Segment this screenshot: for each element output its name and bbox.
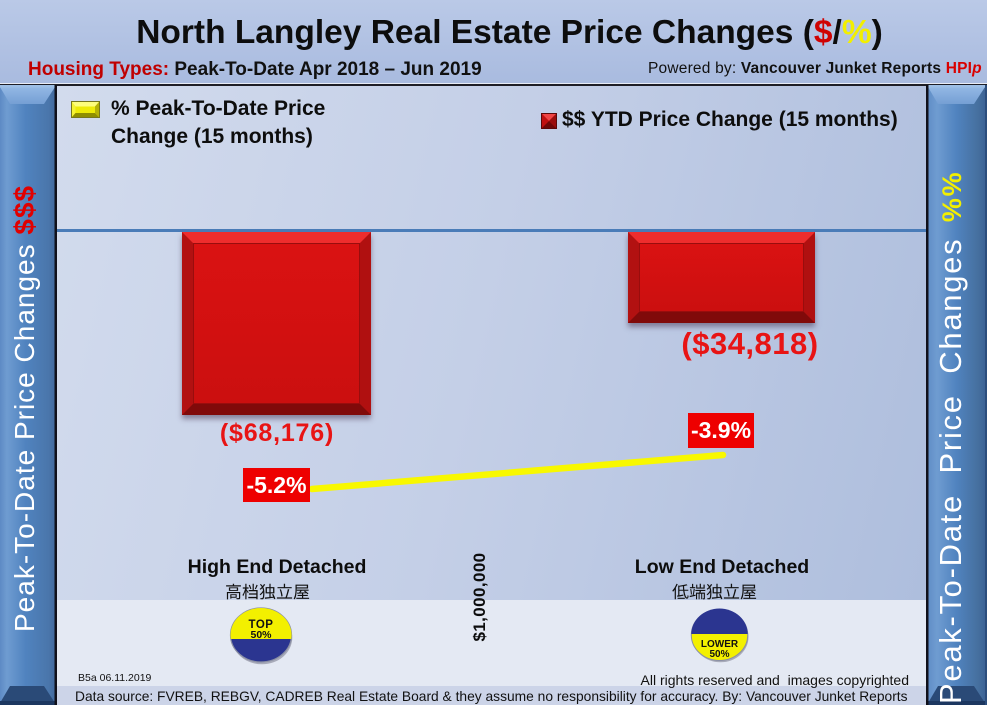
svg-text:TOP: TOP (249, 619, 274, 631)
svg-text:50%: 50% (250, 629, 272, 641)
svg-text:50%: 50% (709, 649, 729, 660)
svg-text:LOWER: LOWER (701, 639, 739, 650)
